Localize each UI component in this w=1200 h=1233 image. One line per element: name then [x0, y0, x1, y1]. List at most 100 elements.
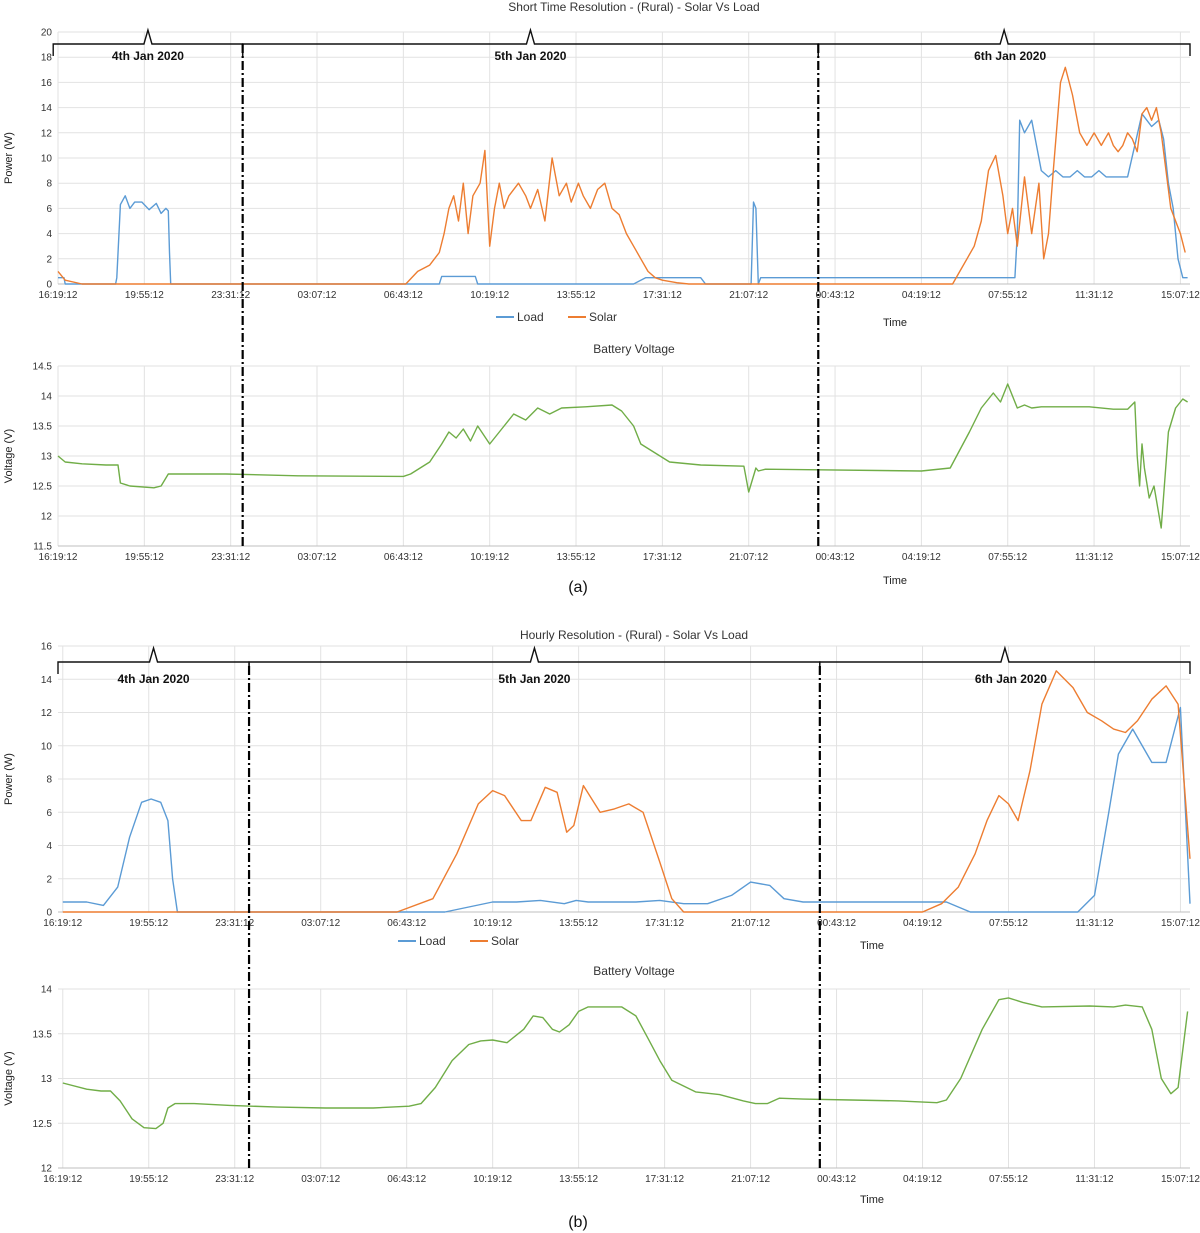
y-tick-label: 12 [41, 128, 53, 139]
x-tick-label: 19:55:12 [129, 918, 168, 929]
x-tick-label: 04:19:12 [903, 1174, 942, 1185]
x-tick-label: 15:07:12 [1161, 1174, 1200, 1185]
x-tick-label: 19:55:12 [125, 290, 164, 301]
x-tick-label: 06:43:12 [387, 1174, 426, 1185]
day-label: 4th Jan 2020 [118, 672, 190, 686]
y-tick-label: 4 [46, 841, 52, 852]
x-axis-label: Time [883, 575, 907, 587]
y-tick-label: 6 [46, 808, 52, 819]
x-tick-label: 11:31:12 [1075, 290, 1114, 301]
y-tick-label: 11.5 [33, 542, 52, 553]
x-tick-label: 03:07:12 [301, 1174, 340, 1185]
x-tick-label: 13:55:12 [559, 918, 598, 929]
x-tick-label: 13:55:12 [557, 552, 596, 563]
x-tick-label: 17:31:12 [645, 918, 684, 929]
x-tick-label: 19:55:12 [129, 1174, 168, 1185]
y-tick-label: 12 [41, 512, 53, 523]
x-tick-label: 06:43:12 [384, 290, 423, 301]
y-tick-label: 16 [41, 78, 53, 89]
x-tick-label: 03:07:12 [298, 552, 337, 563]
x-tick-label: 00:43:12 [816, 290, 855, 301]
x-tick-label: 17:31:12 [645, 1174, 684, 1185]
day-label: 4th Jan 2020 [112, 49, 184, 63]
chart-title: Hourly Resolution - (Rural) - Solar Vs L… [520, 628, 748, 642]
series-line-solar [57, 66, 1186, 285]
x-tick-label: 19:55:12 [125, 552, 164, 563]
x-tick-label: 03:07:12 [298, 290, 337, 301]
chart-title: Short Time Resolution - (Rural) - Solar … [508, 0, 759, 14]
y-tick-label: 12 [41, 708, 53, 719]
x-tick-label: 21:07:12 [729, 552, 768, 563]
x-tick-label: 06:43:12 [384, 552, 423, 563]
x-tick-label: 16:19:12 [39, 290, 78, 301]
chart-title: Battery Voltage [593, 342, 675, 356]
chart-b_voltage: 12 12.5 13 13.5 14 16:19:12 19:55:12 23:31:12 03… [3, 964, 1200, 1206]
y-tick-label: 10 [41, 154, 53, 165]
x-tick-label: 15:07:12 [1161, 290, 1200, 301]
y-tick-label: 14 [41, 675, 53, 686]
y-tick-label: 0 [46, 280, 52, 291]
caption-a: (a) [568, 579, 588, 596]
x-tick-label: 07:55:12 [989, 918, 1028, 929]
y-tick-label: 18 [41, 53, 53, 64]
x-tick-label: 07:55:12 [988, 290, 1027, 301]
y-tick-label: 13.5 [33, 1029, 53, 1040]
x-tick-label: 17:31:12 [643, 552, 682, 563]
series-line-load [62, 706, 1191, 913]
x-tick-label: 21:07:12 [731, 1174, 770, 1185]
x-tick-label: 11:31:12 [1075, 1174, 1114, 1185]
x-tick-label: 15:07:12 [1161, 552, 1200, 563]
x-tick-label: 23:31:12 [215, 1174, 254, 1185]
day-label: 5th Jan 2020 [498, 672, 570, 686]
y-tick-label: 2 [46, 874, 52, 885]
y-tick-label: 12 [41, 1164, 53, 1175]
x-tick-label: 16:19:12 [39, 552, 78, 563]
x-tick-label: 15:07:12 [1161, 918, 1200, 929]
x-tick-label: 23:31:12 [211, 290, 250, 301]
x-tick-label: 16:19:12 [43, 918, 82, 929]
series-line-solar [62, 670, 1191, 913]
y-tick-label: 13 [41, 452, 53, 463]
legend-label-load: Load [517, 310, 544, 324]
day-brace [57, 645, 250, 674]
y-tick-label: 14 [41, 392, 53, 403]
legend-label-solar: Solar [491, 934, 519, 948]
x-tick-label: 03:07:12 [301, 918, 340, 929]
y-tick-label: 14.5 [33, 362, 53, 373]
y-tick-label: 20 [41, 28, 53, 39]
y-tick-label: 8 [46, 179, 52, 190]
y-tick-label: 4 [46, 229, 52, 240]
x-tick-label: 06:43:12 [387, 918, 426, 929]
y-tick-label: 13.5 [33, 422, 53, 433]
x-tick-label: 04:19:12 [902, 552, 941, 563]
x-axis-label: Time [883, 317, 907, 329]
y-tick-label: 12.5 [33, 482, 53, 493]
chart-a_power: 0 2 4 6 8 10 12 14 16 18 20 16:19:12 19:55:12 23:31:1… [3, 0, 1200, 329]
x-tick-label: 11:31:12 [1075, 552, 1114, 563]
day-brace [819, 645, 1191, 674]
chart-title: Battery Voltage [593, 964, 675, 978]
chart-a_voltage: 11.5 12 12.5 13 13.5 14 14.5 16:19:12 19:55:12 23… [3, 342, 1200, 587]
x-tick-label: 07:55:12 [988, 552, 1027, 563]
x-tick-label: 17:31:12 [643, 290, 682, 301]
day-label: 6th Jan 2020 [975, 672, 1047, 686]
day-label: 5th Jan 2020 [494, 49, 566, 63]
x-tick-label: 11:31:12 [1075, 918, 1114, 929]
legend-label-load: Load [419, 934, 446, 948]
x-tick-label: 04:19:12 [903, 918, 942, 929]
series-line-voltage [57, 383, 1188, 529]
y-tick-label: 8 [46, 775, 52, 786]
y-axis-label: Power (W) [3, 132, 15, 184]
x-tick-label: 04:19:12 [902, 290, 941, 301]
day-brace [248, 645, 821, 674]
y-tick-label: 2 [46, 254, 52, 265]
x-tick-label: 13:55:12 [557, 290, 596, 301]
y-tick-label: 6 [46, 204, 52, 215]
caption-b: (b) [568, 1214, 588, 1231]
x-tick-label: 23:31:12 [215, 918, 254, 929]
y-axis-label: Voltage (V) [3, 1051, 15, 1105]
legend-label-solar: Solar [589, 310, 617, 324]
y-tick-label: 12.5 [33, 1119, 53, 1130]
y-tick-label: 13 [41, 1074, 53, 1085]
